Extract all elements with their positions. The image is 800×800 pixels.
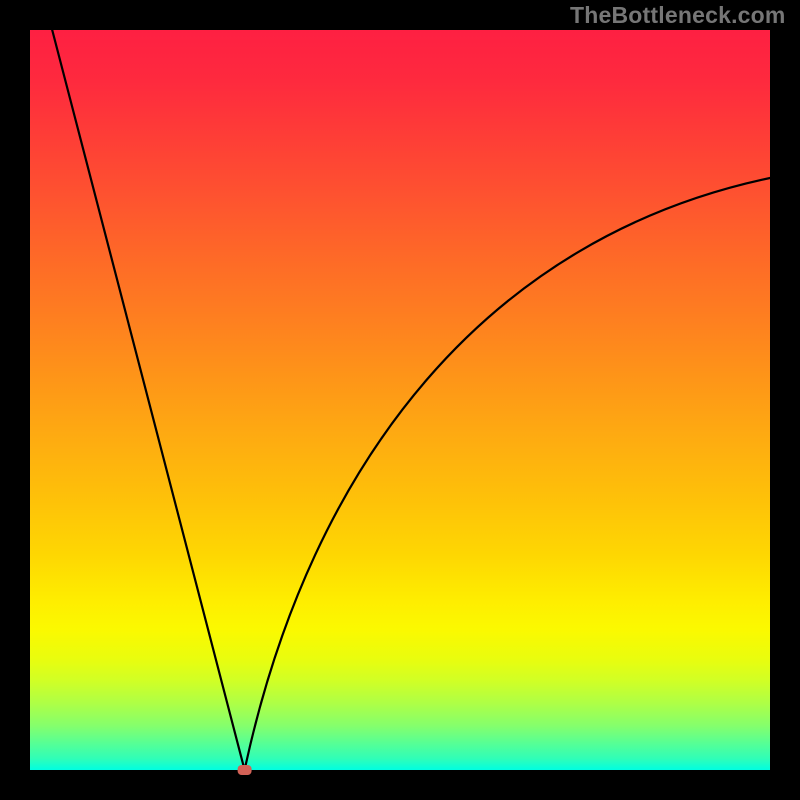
- bottleneck-chart: TheBottleneck.com: [0, 0, 800, 800]
- notch-marker: [238, 765, 252, 775]
- plot-background: [30, 30, 770, 770]
- chart-svg: [0, 0, 800, 800]
- watermark-text: TheBottleneck.com: [570, 2, 786, 29]
